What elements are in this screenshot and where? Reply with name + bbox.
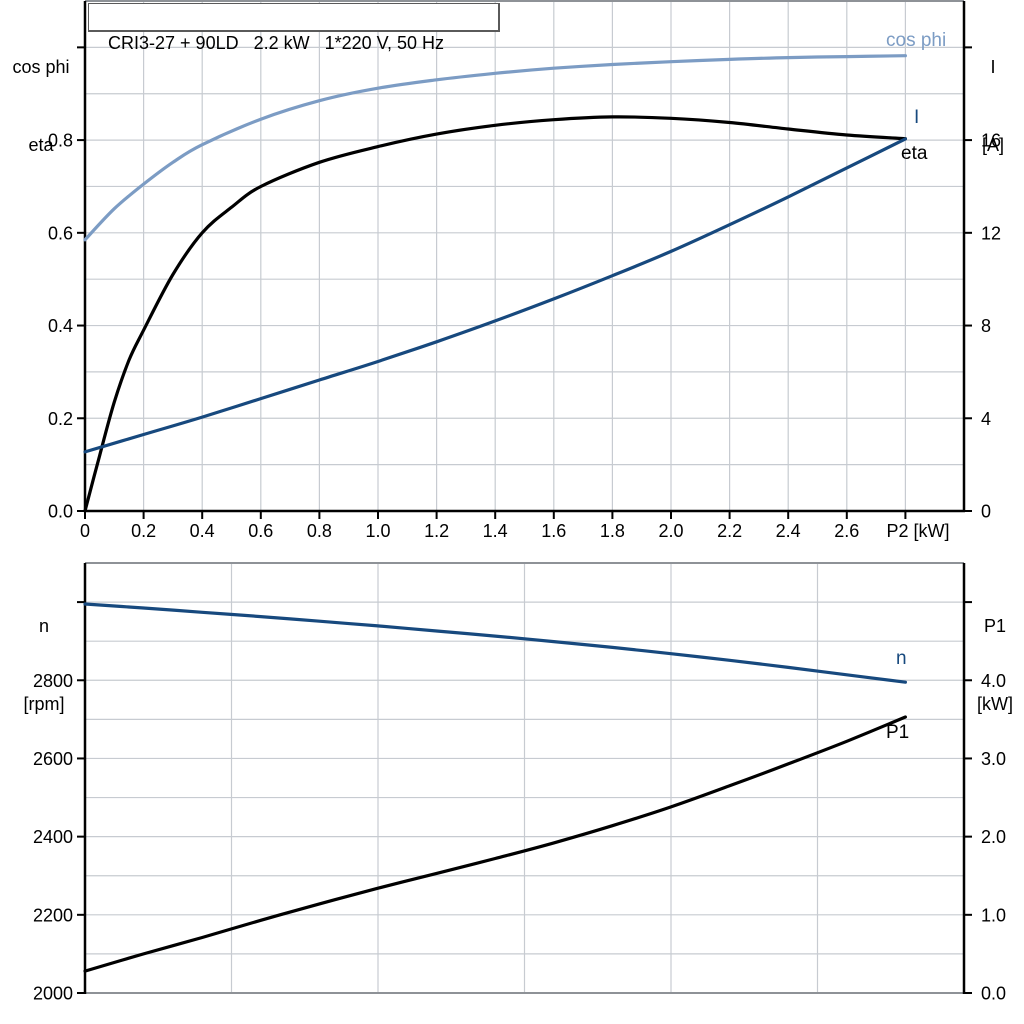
bottom-chart-right-tick-label: 4.0	[981, 671, 1006, 691]
bottom-chart-curve-n	[83, 602, 907, 684]
eta-curve-label: eta	[901, 143, 928, 164]
top-chart-curve-eta	[83, 115, 907, 513]
top-chart-right-tick-label: 8	[981, 316, 991, 336]
top-chart-right-tick-label: 12	[981, 223, 1001, 243]
bottom-right-axis-title: P1 [kW]	[966, 561, 1024, 743]
chart-title-box: CRI3-27 + 90LD 2.2 kW 1*220 V, 50 Hz	[88, 3, 500, 53]
top-chart-left-tick-label: 0.4	[48, 316, 73, 336]
bottom-chart-left-tick-label: 2200	[33, 905, 73, 925]
top-chart-right-tick-label: 0	[981, 502, 991, 522]
top-chart-right-tick-label: 16	[981, 131, 1001, 151]
top-chart-x-tick-label: 1.0	[365, 521, 390, 541]
right-axis-title-line1: I	[990, 57, 996, 77]
top-chart-x-tick-label: 2.4	[776, 521, 801, 541]
p1-axis-title-line1: P1	[983, 616, 1007, 636]
top-chart-x-tick-label: 0	[80, 521, 90, 541]
cos-phi-curve-label: cos phi	[886, 30, 947, 51]
p1-axis-title-line2: [kW]	[977, 694, 1013, 714]
bottom-chart-right-tick-label: 0.0	[981, 984, 1006, 1004]
left-axis-title-line2: eta	[28, 135, 54, 155]
bottom-chart-right-tick-label: 3.0	[981, 749, 1006, 769]
right-axis-title-line2: [A]	[981, 135, 1004, 155]
top-chart-x-tick-label: 2.6	[834, 521, 859, 541]
bottom-chart-left-tick-label: 2000	[33, 984, 73, 1004]
top-chart-x-tick-label: 0.2	[131, 521, 156, 541]
bottom-chart-right-tick-label: 1.0	[981, 905, 1006, 925]
current-curve-label: I	[914, 107, 920, 128]
bottom-chart-left-tick-label: 2600	[33, 749, 73, 769]
top-chart-x-tick-label: 2.2	[717, 521, 742, 541]
top-chart-x-axis-unit-label: P2 [kW]	[886, 521, 949, 541]
top-chart-left-tick-label: 0.8	[48, 131, 73, 151]
top-chart-x-tick-label: 1.4	[483, 521, 508, 541]
left-axis-title-line1: cos phi	[12, 57, 70, 77]
bottom-chart-left-tick-label: 2800	[33, 671, 73, 691]
top-chart-x-tick-label: 0.4	[190, 521, 215, 541]
top-chart-x-tick-label: 0.8	[307, 521, 332, 541]
top-chart-x-tick-label: 1.2	[424, 521, 449, 541]
top-chart-left-tick-label: 0.6	[48, 223, 73, 243]
top-chart-right-tick-label: 4	[981, 409, 991, 429]
top-left-axis-title: cos phi eta	[2, 2, 80, 184]
top-chart-x-tick-label: 2.0	[658, 521, 683, 541]
top-chart-x-tick-label: 0.6	[248, 521, 273, 541]
chart-title: CRI3-27 + 90LD 2.2 kW 1*220 V, 50 Hz	[108, 33, 445, 53]
top-chart-curve-cos-phi	[83, 54, 907, 242]
bottom-left-axis-title: n [rpm]	[8, 561, 80, 743]
top-chart-x-tick-label: 1.6	[541, 521, 566, 541]
top-right-axis-title: I [A]	[968, 2, 1018, 184]
bottom-chart-left-tick-label: 2400	[33, 827, 73, 847]
p1-curve-label: P1	[886, 722, 910, 743]
top-chart-curve-I	[83, 137, 907, 454]
rpm-axis-title-line2: [rpm]	[23, 694, 65, 714]
top-chart-x-tick-label: 1.8	[600, 521, 625, 541]
bottom-chart-right-tick-label: 2.0	[981, 827, 1006, 847]
bottom-chart-curve-P1	[83, 715, 907, 973]
top-chart-left-tick-label: 0.0	[48, 502, 73, 522]
speed-curve-label: n	[896, 648, 907, 669]
rpm-axis-title-line1: n	[38, 616, 49, 636]
top-chart-left-tick-label: 0.2	[48, 409, 73, 429]
